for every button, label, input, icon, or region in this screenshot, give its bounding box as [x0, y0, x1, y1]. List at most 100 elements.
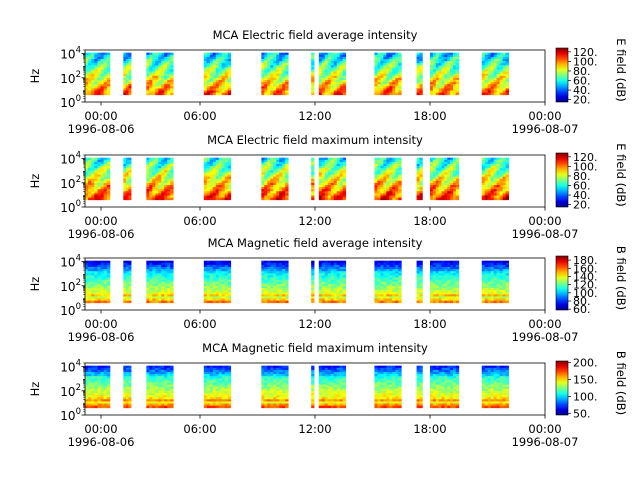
- spectrogram-cell: [218, 191, 223, 194]
- spectrogram-cell: [496, 187, 501, 190]
- spectrogram-cell: [441, 63, 445, 66]
- spectrogram-cell: [441, 266, 445, 270]
- spectrogram-cell: [206, 180, 211, 184]
- spectrogram-cell: [218, 170, 223, 173]
- spectrogram-cell: [170, 193, 174, 196]
- spectrogram-cell: [85, 264, 89, 268]
- spectrogram-cell: [125, 170, 129, 173]
- spectrogram-cell: [149, 172, 153, 175]
- spectrogram-cell: [123, 185, 127, 188]
- spectrogram-cell: [318, 290, 323, 293]
- spectrogram-cell: [447, 69, 451, 72]
- spectrogram-cell: [85, 271, 89, 274]
- spectrogram-cell: [146, 189, 150, 192]
- spectrogram-cell: [97, 279, 101, 283]
- spectrogram-cell: [103, 157, 108, 161]
- spectrogram-cell: [97, 71, 101, 75]
- spectrogram-cell: [318, 269, 323, 272]
- spectrogram-cell: [215, 170, 220, 173]
- spectrogram-cell: [311, 58, 315, 62]
- spectrogram-cell: [94, 157, 98, 161]
- spectrogram-cell: [221, 92, 226, 96]
- spectrogram-cell: [100, 159, 105, 163]
- spectrogram-cell: [450, 300, 454, 304]
- spectrogram-cell: [261, 176, 265, 180]
- spectrogram-cell: [106, 174, 111, 177]
- spectrogram-cell: [88, 393, 92, 396]
- spectrogram-cell: [100, 187, 105, 190]
- spectrogram-cell: [125, 269, 129, 272]
- spectrogram-cell: [149, 73, 153, 77]
- spectrogram-cell: [128, 172, 132, 175]
- spectrogram-cell: [377, 273, 381, 276]
- spectrogram-cell: [203, 275, 208, 278]
- spectrogram-cell: [441, 290, 445, 293]
- spectrogram-cell: [398, 80, 402, 83]
- spectrogram-cell: [324, 290, 329, 293]
- spectrogram-cell: [221, 187, 226, 190]
- spectrogram-cell: [103, 279, 108, 283]
- spectrogram-cell: [386, 161, 390, 165]
- spectrogram-cell: [152, 61, 156, 64]
- spectrogram-cell: [146, 73, 150, 77]
- spectrogram-cell: [155, 193, 159, 196]
- spectrogram-cell: [324, 180, 329, 184]
- spectrogram-cell: [330, 290, 335, 293]
- spectrogram-cell: [106, 178, 111, 182]
- spectrogram-cell: [496, 69, 501, 72]
- spectrogram-cell: [279, 178, 283, 182]
- spectrogram-cell: [453, 163, 457, 167]
- spectrogram-cell: [270, 159, 274, 163]
- spectrogram-cell: [450, 168, 454, 171]
- spectrogram-cell: [203, 88, 208, 91]
- spectrogram-cell: [441, 281, 445, 285]
- spectrogram-cell: [339, 75, 344, 79]
- spectrogram-cell: [149, 180, 153, 184]
- spectrogram-cell: [499, 163, 504, 167]
- spectrogram-cell: [487, 69, 492, 72]
- spectrogram-cell: [85, 170, 89, 173]
- spectrogram-cell: [383, 80, 387, 83]
- spectrogram-cell: [282, 65, 286, 68]
- spectrogram-cell: [490, 266, 495, 270]
- spectrogram-cell: [264, 54, 268, 58]
- spectrogram-cell: [149, 283, 153, 287]
- spectrogram-cell: [444, 271, 448, 274]
- spectrogram-cell: [430, 298, 434, 302]
- spectrogram-cell: [389, 172, 393, 175]
- spectrogram-cell: [455, 163, 460, 167]
- spectrogram-cell: [383, 266, 387, 270]
- spectrogram-cell: [333, 266, 338, 270]
- spectrogram-cell: [215, 294, 220, 297]
- spectrogram-cell: [279, 288, 283, 291]
- spectrogram-cell: [398, 195, 402, 199]
- spectrogram-cell: [88, 277, 92, 280]
- spectrogram-cell: [377, 277, 381, 280]
- spectrogram-cell: [453, 182, 457, 186]
- spectrogram-cell: [264, 187, 268, 190]
- spectrogram-cell: [377, 260, 381, 264]
- spectrogram-cell: [324, 300, 329, 304]
- spectrogram-cell: [493, 275, 498, 278]
- spectrogram-cell: [380, 294, 384, 297]
- spectrogram-cell: [441, 73, 445, 77]
- spectrogram-cell: [386, 185, 390, 188]
- spectrogram-cell: [261, 264, 265, 268]
- spectrogram-cell: [499, 80, 504, 83]
- spectrogram-cell: [481, 262, 486, 266]
- spectrogram-cell: [324, 174, 329, 177]
- spectrogram-cell: [450, 172, 454, 175]
- spectrogram-cell: [149, 281, 153, 285]
- spectrogram-cell: [419, 185, 423, 188]
- spectrogram-cell: [85, 187, 89, 190]
- spectrogram-cell: [149, 67, 153, 70]
- spectrogram-cell: [152, 180, 156, 184]
- spectrogram-cell: [321, 262, 326, 266]
- spectrogram-cell: [487, 172, 492, 175]
- spectrogram-cell: [398, 260, 402, 264]
- spectrogram-cell: [270, 69, 274, 72]
- spectrogram-cell: [215, 166, 220, 169]
- spectrogram-cell: [264, 262, 268, 266]
- spectrogram-cell: [374, 161, 378, 165]
- spectrogram-cell: [321, 285, 326, 289]
